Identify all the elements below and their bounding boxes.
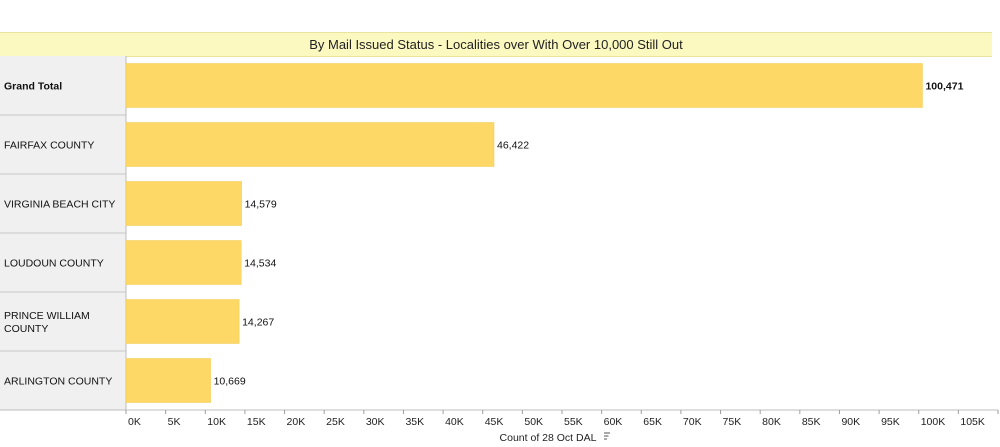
x-tick-label: 95K	[881, 416, 900, 428]
sort-descending-icon	[604, 432, 610, 440]
x-tick-label: 75K	[723, 416, 742, 428]
category-label: Grand Total	[4, 81, 62, 93]
x-tick-label: 80K	[762, 416, 781, 428]
bar	[125, 358, 211, 403]
data-label: 14,267	[242, 317, 274, 329]
bars-group: 100,471 46,422 14,579 14,534 14,267 10,669	[125, 63, 964, 403]
x-tick-label: 55K	[564, 416, 583, 428]
data-label: 14,534	[244, 258, 276, 270]
category-label: COUNTY	[4, 323, 48, 335]
x-tick-label: 105K	[960, 416, 985, 428]
category-label: FAIRFAX COUNTY	[4, 140, 94, 152]
data-label: 46,422	[497, 140, 529, 152]
category-label: LOUDOUN COUNTY	[4, 258, 104, 270]
bar	[125, 122, 495, 167]
data-label: 10,669	[214, 376, 246, 388]
x-tick-label: 60K	[604, 416, 623, 428]
category-label: PRINCE WILLIAM	[4, 310, 90, 322]
x-tick-label: 35K	[405, 416, 424, 428]
bar	[125, 181, 242, 226]
x-tick-label: 40K	[445, 416, 464, 428]
x-tick-label: 20K	[287, 416, 306, 428]
x-tick-label: 0K	[128, 416, 141, 428]
category-label: ARLINGTON COUNTY	[4, 376, 112, 388]
x-tick-label: 85K	[802, 416, 821, 428]
category-label: VIRGINIA BEACH CITY	[4, 199, 115, 211]
x-tick-label: 30K	[366, 416, 385, 428]
x-tick-label: 50K	[524, 416, 543, 428]
x-axis-title: Count of 28 Oct DAL	[500, 432, 597, 444]
x-tick-label: 15K	[247, 416, 266, 428]
data-label: 100,471	[925, 81, 963, 93]
x-tick-label: 25K	[326, 416, 345, 428]
x-tick-label: 5K	[168, 416, 181, 428]
x-axis: 0K 5K 10K 15K 20K 25K 30K 35K 40K 45K 50K 55K 60K 65K…	[0, 409, 999, 444]
bar	[125, 63, 923, 108]
x-tick-label: 100K	[921, 416, 946, 428]
data-label: 14,579	[245, 199, 277, 211]
category-label-panel: Grand Total FAIRFAX COUNTY VIRGINIA BEACH …	[0, 56, 127, 411]
x-tick-label: 65K	[643, 416, 662, 428]
chart-title: By Mail Issued Status - Localities over …	[309, 37, 683, 52]
x-tick-label: 45K	[485, 416, 504, 428]
bar	[125, 299, 240, 344]
chart-title-bar: By Mail Issued Status - Localities over …	[0, 32, 992, 57]
bar	[125, 240, 242, 285]
x-tick-label: 70K	[683, 416, 702, 428]
x-tick-label: 90K	[841, 416, 860, 428]
x-tick-label: 10K	[207, 416, 226, 428]
